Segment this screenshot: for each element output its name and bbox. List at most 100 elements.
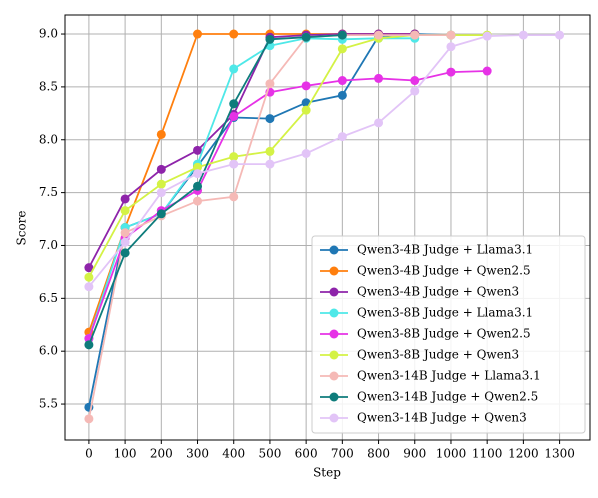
point: [193, 162, 203, 172]
point: [337, 90, 347, 100]
point: [301, 148, 311, 158]
point: [446, 67, 456, 77]
x-tick-label: 900: [403, 447, 426, 461]
y-tick-label: 8.5: [39, 79, 58, 93]
point: [410, 30, 420, 40]
x-tick-label: 700: [331, 447, 354, 461]
x-tick-label: 1300: [544, 447, 575, 461]
point: [265, 146, 275, 156]
legend-label: Qwen3-8B Judge + Qwen3: [357, 348, 519, 362]
point: [229, 159, 239, 169]
point: [229, 111, 239, 121]
legend-marker: [329, 413, 339, 423]
point: [482, 66, 492, 76]
point: [120, 194, 130, 204]
point: [229, 192, 239, 202]
point: [156, 188, 166, 198]
y-tick-label: 8.0: [39, 132, 58, 146]
point: [229, 152, 239, 162]
legend-marker: [329, 350, 339, 360]
point: [410, 76, 420, 86]
y-tick-label: 6.0: [39, 344, 58, 358]
point: [337, 132, 347, 142]
point: [120, 237, 130, 247]
x-tick-label: 200: [150, 447, 173, 461]
y-tick-label: 5.5: [39, 397, 58, 411]
point: [229, 99, 239, 109]
x-tick-label: 100: [114, 447, 137, 461]
plot-frame: [64, 14, 591, 441]
point: [337, 76, 347, 86]
x-axis-label: Step: [313, 466, 341, 480]
series-line: [88, 37, 415, 339]
x-tick-label: 1100: [472, 447, 503, 461]
point: [193, 145, 203, 155]
point: [518, 30, 528, 40]
point: [84, 340, 94, 350]
point: [265, 79, 275, 89]
legend-label: Qwen3-4B Judge + Llama3.1: [357, 243, 533, 257]
point: [265, 159, 275, 169]
point: [84, 263, 94, 273]
y-axis-label: Score: [15, 210, 29, 245]
point: [337, 30, 347, 40]
point: [374, 30, 384, 40]
legend-marker: [329, 308, 339, 318]
x-tick-label: 400: [222, 447, 245, 461]
point: [84, 282, 94, 292]
y-tick-label: 7.0: [39, 238, 58, 252]
point: [120, 228, 130, 238]
point: [301, 105, 311, 115]
x-tick-label: 1000: [436, 447, 467, 461]
point: [265, 34, 275, 44]
point: [120, 248, 130, 258]
point: [301, 81, 311, 91]
legend-marker: [329, 266, 339, 276]
point: [410, 86, 420, 96]
legend-label: Qwen3-14B Judge + Llama3.1: [357, 369, 541, 383]
point: [156, 209, 166, 219]
legend-label: Qwen3-4B Judge + Qwen3: [357, 285, 519, 299]
point: [156, 164, 166, 174]
point: [120, 206, 130, 216]
point: [446, 42, 456, 52]
legend-marker: [329, 329, 339, 339]
point: [446, 30, 456, 40]
point: [84, 414, 94, 424]
series-line: [88, 33, 415, 269]
x-tick-label: 600: [295, 447, 318, 461]
point: [193, 181, 203, 191]
legend: Qwen3-4B Judge + Llama3.1 Qwen3-4B Judge …: [311, 235, 586, 434]
legend-label: Qwen3-8B Judge + Llama3.1: [357, 306, 533, 320]
x-tick-label: 1200: [508, 447, 539, 461]
point: [374, 73, 384, 83]
point: [482, 31, 492, 41]
y-tick-label: 7.5: [39, 185, 58, 199]
y-tick-label: 9.0: [39, 27, 58, 41]
series-line: [88, 34, 560, 288]
series-line: [88, 34, 343, 346]
legend-marker: [329, 392, 339, 402]
point: [265, 114, 275, 124]
point: [193, 196, 203, 206]
x-tick-label: 300: [186, 447, 209, 461]
point: [337, 44, 347, 54]
point: [156, 179, 166, 189]
point: [229, 29, 239, 39]
point: [229, 64, 239, 74]
x-tick-label: 500: [258, 447, 281, 461]
legend-marker: [329, 245, 339, 255]
legend-label: Qwen3-4B Judge + Qwen2.5: [357, 264, 531, 278]
point: [84, 272, 94, 282]
point: [156, 129, 166, 139]
y-tick-label: 6.5: [39, 291, 58, 305]
legend-label: Qwen3-14B Judge + Qwen2.5: [357, 390, 538, 404]
x-tick-label: 800: [367, 447, 390, 461]
point: [374, 118, 384, 128]
legend-label: Qwen3-8B Judge + Qwen2.5: [357, 327, 531, 341]
series-line: [88, 70, 488, 339]
legend-marker: [329, 371, 339, 381]
point: [193, 29, 203, 39]
point: [301, 32, 311, 42]
